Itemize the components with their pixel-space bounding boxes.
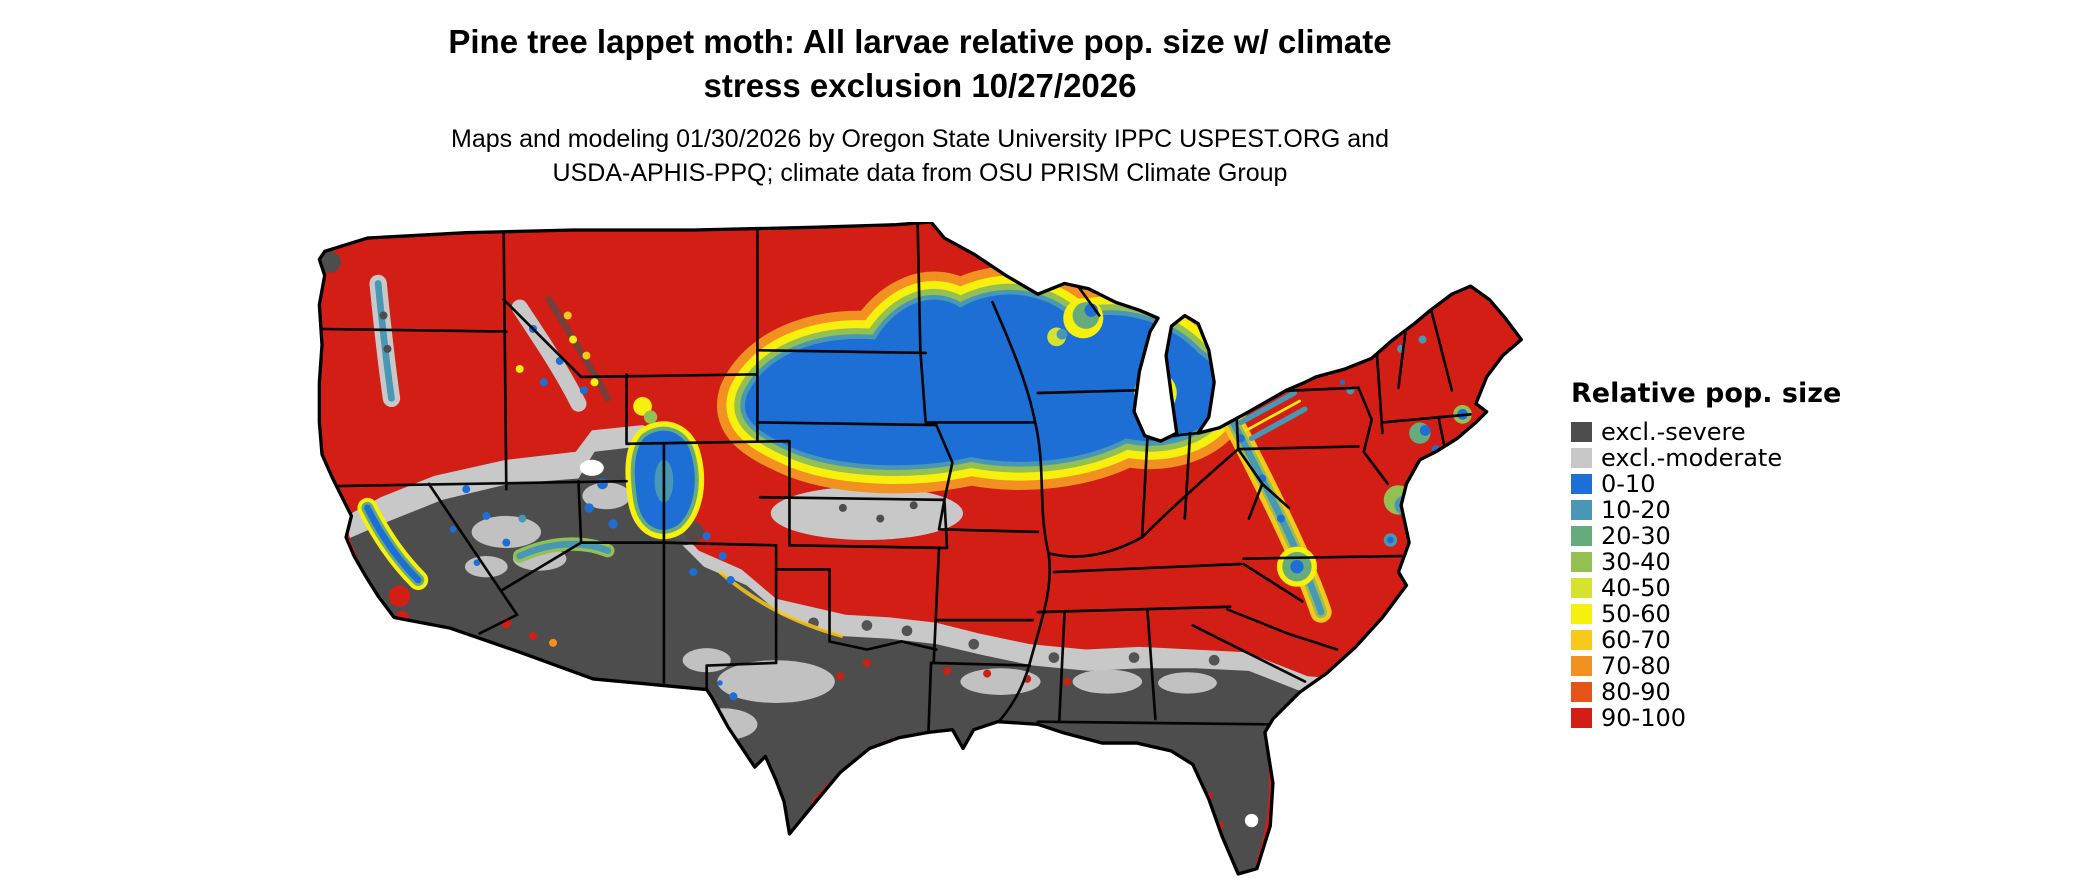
legend-label: 60-70 — [1601, 626, 1671, 654]
legend-swatch-severe — [1571, 422, 1592, 442]
legend-label: 90-100 — [1601, 704, 1687, 732]
legend-item: 30-40 — [1571, 548, 1991, 576]
us-map-svg — [317, 222, 1523, 876]
legend-swatch-b80 — [1571, 682, 1592, 702]
legend-swatch-b30 — [1571, 552, 1592, 572]
legend-label: 40-50 — [1601, 574, 1671, 602]
legend-swatch-b70 — [1571, 656, 1592, 676]
legend-swatch-b10 — [1571, 500, 1592, 520]
legend-label: 80-90 — [1601, 678, 1671, 706]
inland-lakes — [579, 459, 1259, 828]
legend-swatch-b50 — [1571, 604, 1592, 624]
lake-okeechobee — [1244, 813, 1259, 828]
map-title-line1: Pine tree lappet moth: All larvae relati… — [448, 23, 1392, 60]
legend-item: 10-20 — [1571, 496, 1991, 524]
legend-item: 40-50 — [1571, 574, 1991, 602]
map-subtitle: Maps and modeling 01/30/2026 by Oregon S… — [0, 122, 1840, 190]
legend-title: Relative pop. size — [1571, 378, 1842, 409]
us-outline — [317, 222, 1523, 876]
legend-item: 70-80 — [1571, 652, 1991, 680]
cascades-stripe — [378, 283, 391, 398]
legend-label: excl.-severe — [1601, 418, 1746, 446]
legend-swatch-b90 — [1571, 708, 1592, 728]
legend-items: excl.-severe excl.-moderate 0-10 10-20 20-30… — [1571, 418, 1991, 732]
legend-item: 50-60 — [1571, 600, 1991, 628]
legend-swatch-b0 — [1571, 474, 1592, 494]
legend-label: 0-10 — [1601, 470, 1656, 498]
legend-swatch-b60 — [1571, 630, 1592, 650]
map-raster-layers — [319, 222, 1522, 874]
us-map — [306, 222, 1524, 890]
map-title-line2: stress exclusion 10/27/2026 — [703, 67, 1137, 104]
map-subtitle-line1: Maps and modeling 01/30/2026 by Oregon S… — [451, 125, 1389, 153]
legend-item: excl.-severe — [1571, 418, 1991, 446]
legend-label: 10-20 — [1601, 496, 1671, 524]
legend-label: excl.-moderate — [1601, 444, 1783, 472]
legend-label: 20-30 — [1601, 522, 1671, 550]
idaho-montana-mottle — [511, 296, 612, 412]
legend-item: 80-90 — [1571, 678, 1991, 706]
map-title: Pine tree lappet moth: All larvae relati… — [0, 20, 1840, 108]
legend-label: 70-80 — [1601, 652, 1671, 680]
map-subtitle-line2: USDA-APHIS-PPQ; climate data from OSU PR… — [552, 159, 1288, 187]
legend-label: 50-60 — [1601, 600, 1671, 628]
state-borders — [319, 223, 1472, 748]
legend-item: 60-70 — [1571, 626, 1991, 654]
legend-item: excl.-moderate — [1571, 444, 1991, 472]
legend-item: 20-30 — [1571, 522, 1991, 550]
legend-item: 0-10 — [1571, 470, 1991, 498]
south-texture — [464, 482, 1220, 741]
ks-mo-moderate-band — [770, 486, 964, 540]
legend-swatch-moderate — [1571, 448, 1592, 468]
legend-swatch-b20 — [1571, 526, 1592, 546]
legend-label: 30-40 — [1601, 548, 1671, 576]
great-salt-lake — [579, 459, 604, 476]
legend-item: 90-100 — [1571, 704, 1991, 732]
legend: Relative pop. size excl.-severe excl.-mod… — [1571, 378, 1991, 733]
legend-swatch-b40 — [1571, 578, 1592, 598]
